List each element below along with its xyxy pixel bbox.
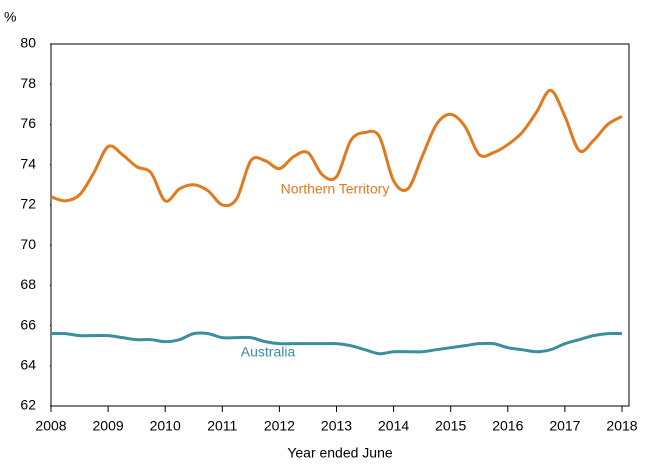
y-tick-label: 62 — [20, 397, 36, 413]
series-label: Northern Territory — [281, 181, 390, 197]
x-tick-label: 2011 — [207, 418, 237, 434]
y-tick-label: 74 — [20, 155, 36, 171]
x-tick-label: 2008 — [35, 418, 66, 434]
series-label: Australia — [241, 344, 296, 360]
x-tick-label: 2016 — [492, 418, 523, 434]
series-line — [50, 88, 623, 208]
y-tick-label: 66 — [20, 316, 36, 332]
x-tick-label: 2010 — [150, 418, 181, 434]
x-tick-label: 2014 — [378, 418, 409, 434]
y-tick-label: 70 — [20, 236, 36, 252]
y-tick-label: 80 — [20, 35, 36, 51]
y-tick-label: 78 — [20, 75, 36, 91]
y-tick-label: 68 — [20, 276, 36, 292]
plot-frame — [50, 43, 630, 407]
x-tick-label: 2015 — [435, 418, 466, 434]
x-tick-label: 2012 — [264, 418, 295, 434]
x-tick-label: 2018 — [606, 418, 637, 434]
y-axis-label: % — [4, 9, 16, 25]
x-tick-label: 2017 — [549, 418, 580, 434]
x-tick-label: 2013 — [321, 418, 352, 434]
y-tick-label: 64 — [20, 356, 36, 372]
x-tick-label: 2009 — [93, 418, 124, 434]
series-line — [50, 331, 623, 356]
x-axis-label: Year ended June — [287, 445, 393, 461]
y-tick-label: 76 — [20, 115, 36, 131]
y-tick-label: 72 — [20, 196, 36, 212]
